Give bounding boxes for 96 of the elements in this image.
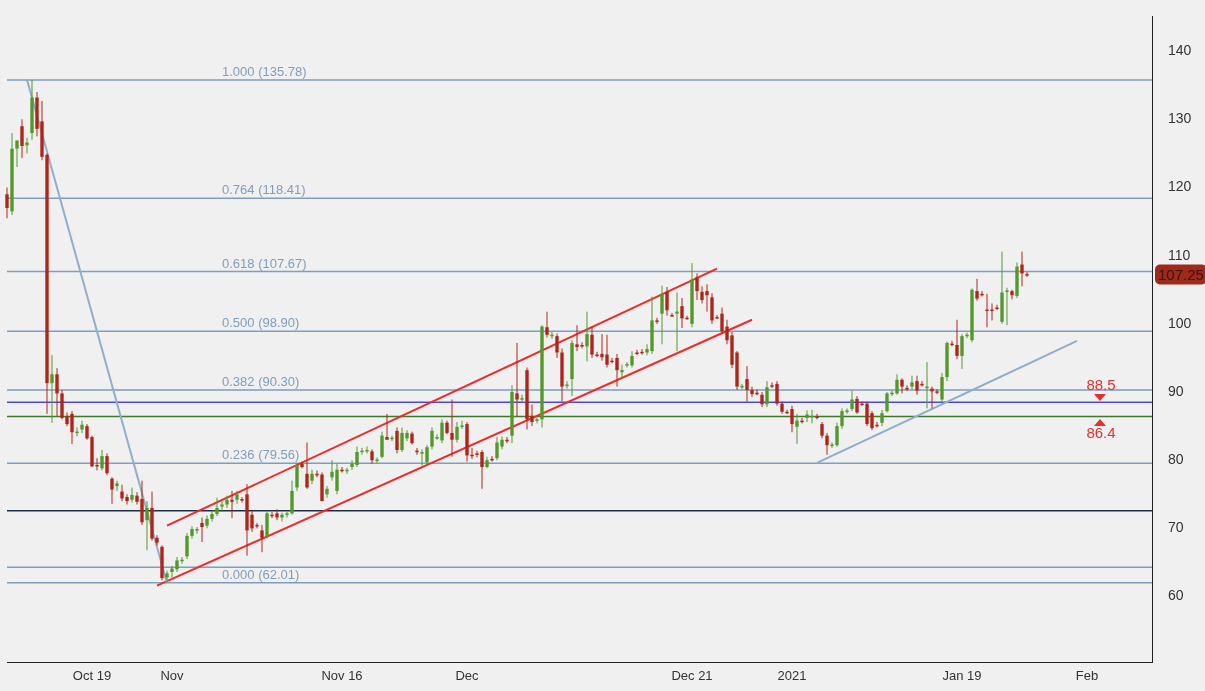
- y-tick-label: 130: [1168, 110, 1192, 127]
- candlestick: [745, 365, 749, 403]
- candlestick: [695, 272, 699, 301]
- candlestick: [170, 565, 174, 578]
- candlestick: [305, 441, 309, 490]
- candlestick: [110, 476, 114, 505]
- candlestick: [185, 532, 189, 560]
- candlestick: [380, 431, 384, 459]
- candlestick: [585, 311, 589, 362]
- y-tick-label: 120: [1168, 178, 1192, 195]
- x-tick-label: Dec: [455, 668, 480, 684]
- candlestick: [15, 139, 19, 168]
- candlestick: [1005, 287, 1009, 326]
- candlestick: [555, 332, 559, 359]
- candlestick: [225, 495, 229, 509]
- candlestick: [545, 311, 549, 338]
- x-tick-label: Feb: [1075, 668, 1099, 684]
- candlestick: [210, 510, 214, 523]
- y-tick-label: 140: [1168, 42, 1192, 59]
- candlestick: [220, 500, 224, 513]
- x-tick-label: 2021: [777, 668, 807, 684]
- candlestick: [290, 480, 294, 516]
- candlestick: [765, 380, 769, 408]
- candlestick: [850, 390, 854, 412]
- candlestick: [385, 413, 389, 441]
- candlestick: [285, 511, 289, 518]
- candlestick: [520, 394, 524, 403]
- candlestick: [105, 452, 109, 476]
- text: 107.25: [1158, 265, 1204, 283]
- candlestick: [895, 373, 899, 396]
- candlestick: [795, 413, 799, 445]
- candlestick: [665, 286, 669, 317]
- x-tick-label: Dec 21: [671, 668, 713, 684]
- candlestick: [230, 490, 234, 519]
- candlestick: [200, 516, 204, 543]
- candlestick: [265, 510, 269, 540]
- candlestick: [835, 422, 839, 448]
- candlestick: [960, 333, 964, 370]
- candlestick: [590, 326, 594, 359]
- y-tick-label: 60: [1168, 587, 1184, 604]
- candlestick: [395, 426, 399, 454]
- candlestick: [535, 417, 539, 424]
- candlestick: [995, 304, 999, 311]
- y-tick-label: 70: [1168, 519, 1184, 536]
- candlestick: [20, 118, 24, 159]
- ref-line-label: 0.382 (90.30): [222, 374, 300, 390]
- candlestick: [80, 420, 84, 434]
- candlestick: [205, 514, 209, 529]
- candlestick: [1025, 271, 1029, 278]
- ref-line-label: 0.764 (118.41): [222, 182, 306, 198]
- ref-line-label: 0.236 (79.56): [222, 447, 300, 463]
- candlestick: [55, 367, 59, 417]
- x-tick-label: Oct 19: [72, 668, 112, 684]
- candlestick: [50, 354, 54, 424]
- candlestick: [295, 462, 299, 492]
- candlestick: [460, 420, 464, 430]
- y-tick-label: 90: [1168, 382, 1184, 399]
- candlestick: [675, 292, 679, 352]
- candlestick: [1010, 289, 1014, 300]
- candlestick: [310, 469, 314, 485]
- candlestick: [450, 399, 454, 458]
- candlestick: [910, 375, 914, 390]
- candlestick: [655, 317, 659, 325]
- annotation: 86.4: [1086, 424, 1116, 442]
- candlestick: [955, 319, 959, 360]
- candlestick: [935, 388, 939, 395]
- ref-line-label: 1.000 (135.78): [222, 64, 307, 80]
- candlestick: [825, 432, 829, 456]
- candlestick: [455, 421, 459, 443]
- candlestick: [130, 486, 134, 503]
- x-tick-label: Nov: [160, 668, 185, 684]
- candlestick: [680, 297, 684, 329]
- candlestick: [115, 480, 119, 492]
- x-tick-label: Jan 19: [942, 668, 982, 684]
- candlestick: [260, 524, 264, 553]
- candlestick: [165, 570, 169, 584]
- y-tick-label: 100: [1168, 314, 1192, 331]
- candlestick: [1020, 251, 1024, 287]
- candlestick: [100, 449, 104, 471]
- candlestick: [5, 187, 9, 219]
- ref-line-label: 0.000 (62.01): [222, 566, 300, 582]
- ref-line-label: 0.618 (107.67): [222, 255, 307, 271]
- candlestick: [515, 342, 519, 418]
- candlestick: [215, 497, 219, 517]
- candlestick: [620, 364, 624, 379]
- candlestick: [940, 372, 944, 403]
- candlestick: [145, 500, 149, 551]
- x-tick-label: Nov 16: [321, 668, 363, 684]
- candlestick: [235, 490, 239, 505]
- y-tick-label: 80: [1168, 451, 1184, 468]
- ref-line-label: 0.500 (98.90): [222, 315, 300, 331]
- y-tick-label: 110: [1168, 246, 1191, 263]
- candlestick: [325, 485, 329, 499]
- candlestick: [660, 285, 664, 345]
- annotation: 88.5: [1086, 375, 1116, 393]
- candlestick: [900, 377, 904, 394]
